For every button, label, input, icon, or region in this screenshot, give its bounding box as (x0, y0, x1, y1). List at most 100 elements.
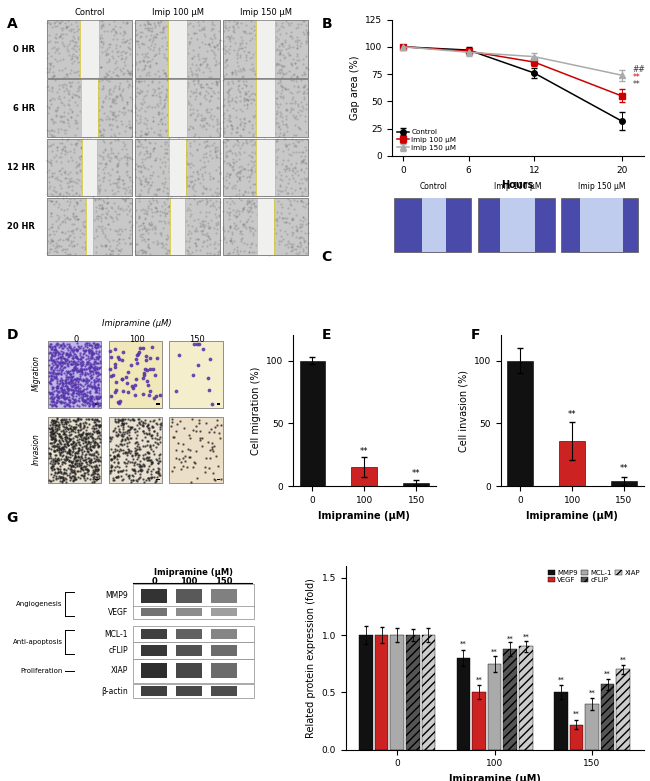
Point (190, 85, 201, 98)
Point (62, 439, 73, 451)
Point (62, 387, 73, 400)
Point (254, 70, 265, 82)
Point (81, 103, 91, 116)
Point (135, 84, 145, 97)
Point (114, 80, 124, 92)
Point (104, 41, 114, 53)
Point (71, 417, 81, 430)
Point (158, 26, 168, 38)
Point (58, 192, 68, 205)
Point (58, 473, 68, 486)
Point (133, 458, 144, 470)
Point (224, 248, 234, 260)
Point (64, 444, 74, 457)
Point (178, 225, 188, 237)
Point (250, 147, 260, 159)
Point (200, 141, 210, 153)
Point (70, 35, 80, 48)
Point (81, 431, 91, 444)
Point (49, 439, 59, 451)
Point (51, 171, 62, 184)
Point (125, 455, 136, 468)
Point (116, 444, 126, 456)
Point (64, 88, 74, 101)
Point (178, 161, 188, 173)
Point (53, 457, 63, 469)
Point (270, 30, 281, 43)
Point (66, 80, 77, 92)
Point (218, 35, 228, 48)
Point (188, 369, 198, 381)
Point (80, 394, 90, 407)
Point (90, 355, 101, 368)
Point (69, 66, 79, 79)
Point (77, 367, 88, 380)
Point (78, 375, 88, 387)
Bar (135, 198, 220, 255)
Point (86, 346, 96, 358)
Point (51, 15, 62, 27)
Point (100, 212, 110, 225)
Point (161, 124, 171, 137)
Point (253, 102, 263, 115)
Point (73, 341, 84, 353)
Point (222, 180, 232, 193)
Point (151, 196, 162, 209)
Point (254, 28, 265, 41)
Point (64, 239, 74, 251)
Point (67, 449, 77, 462)
Point (279, 162, 289, 175)
Point (131, 473, 141, 486)
Point (51, 449, 61, 462)
Point (125, 432, 136, 444)
Point (58, 209, 69, 221)
Point (224, 209, 235, 221)
Point (49, 343, 60, 355)
Point (57, 383, 67, 396)
Point (109, 451, 119, 463)
Point (192, 225, 202, 237)
Point (63, 423, 73, 436)
Point (261, 84, 272, 96)
Point (79, 127, 90, 139)
Point (146, 122, 157, 134)
Point (142, 128, 152, 141)
Point (99, 143, 110, 155)
Point (172, 228, 183, 241)
Point (138, 426, 149, 439)
Point (52, 427, 62, 440)
Point (134, 412, 144, 425)
Point (77, 348, 88, 360)
Point (144, 137, 155, 149)
Point (112, 235, 122, 248)
Point (200, 30, 210, 42)
Point (77, 123, 87, 135)
Point (196, 225, 207, 237)
Point (44, 376, 55, 389)
Point (251, 126, 261, 138)
Point (150, 101, 160, 113)
Bar (176, 686, 202, 696)
Point (186, 476, 196, 488)
Point (91, 156, 101, 169)
Point (108, 93, 118, 105)
Point (294, 34, 305, 47)
Point (73, 376, 83, 388)
Point (76, 379, 86, 391)
Point (274, 66, 284, 78)
Point (173, 153, 183, 166)
Point (169, 81, 179, 94)
Point (96, 202, 107, 215)
Point (64, 396, 74, 408)
Point (227, 160, 238, 173)
Point (135, 188, 145, 201)
Point (235, 142, 245, 155)
Point (169, 56, 179, 69)
Point (124, 79, 135, 91)
Point (53, 437, 64, 450)
Point (56, 352, 66, 365)
Point (44, 101, 54, 113)
Point (281, 216, 291, 228)
Point (113, 157, 124, 169)
Point (159, 177, 169, 190)
